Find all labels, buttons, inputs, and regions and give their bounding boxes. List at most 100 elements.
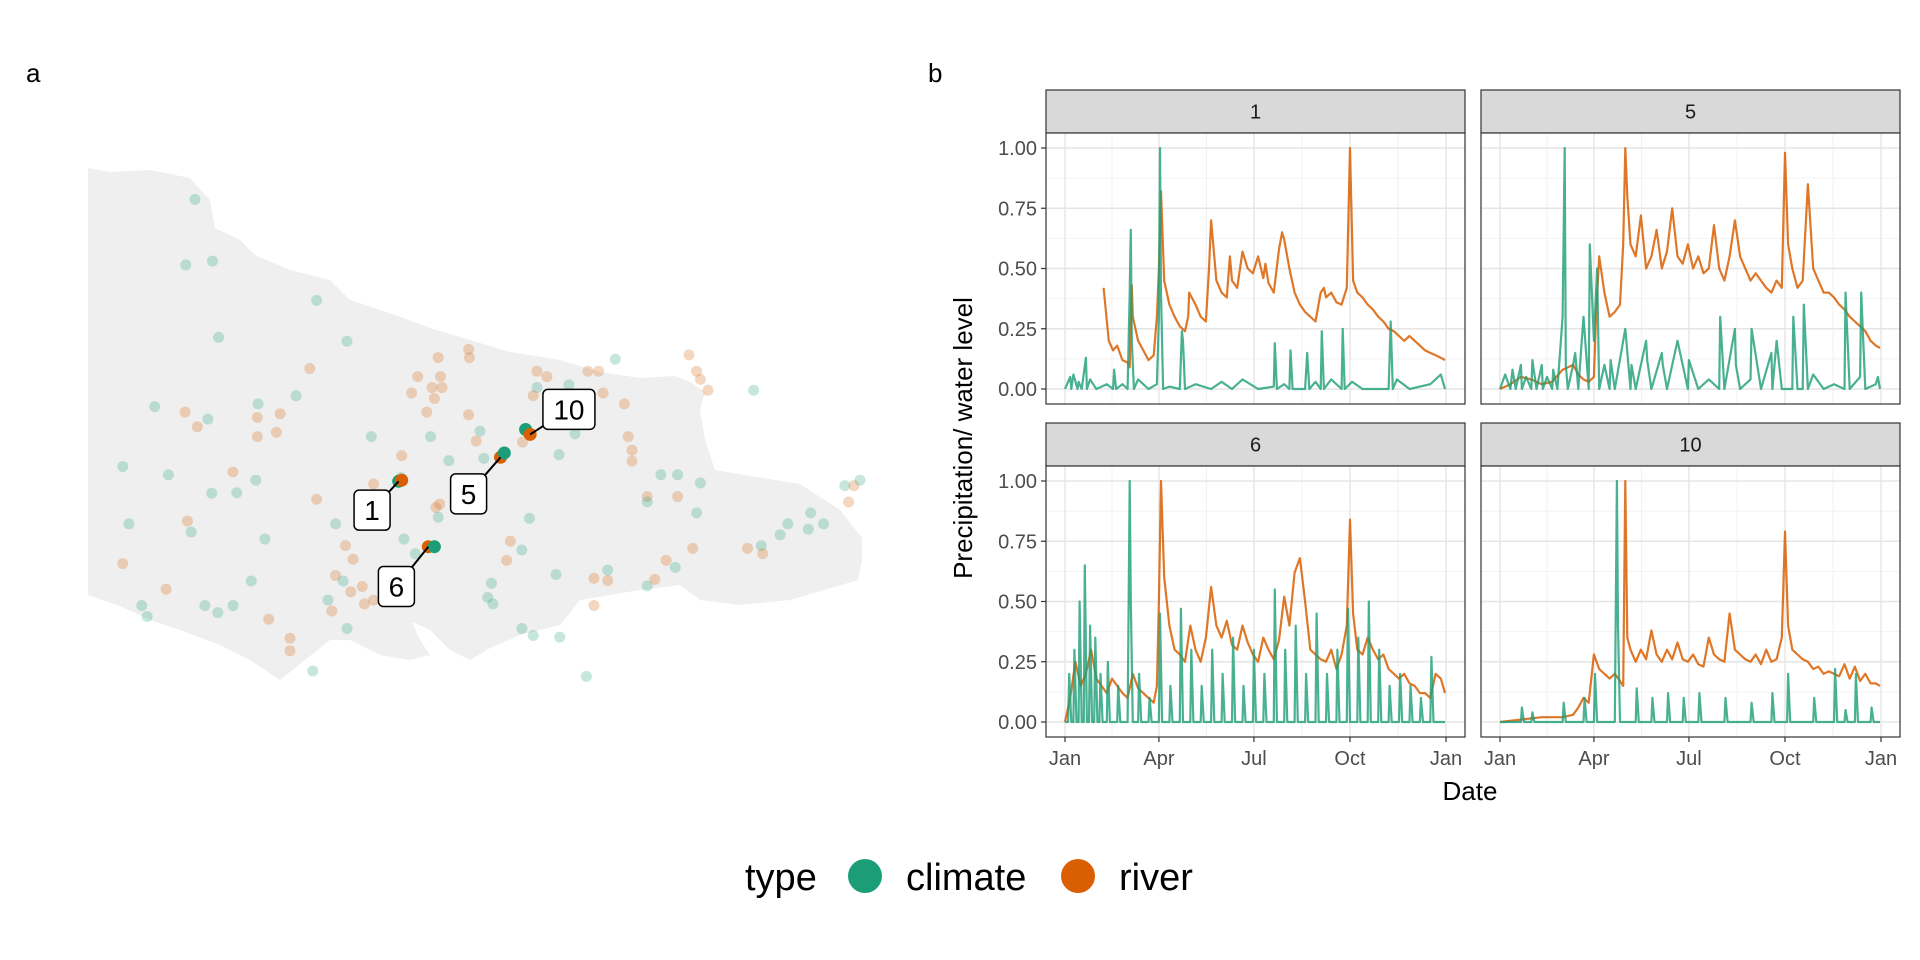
station-point-climate [554, 631, 566, 643]
facet-border [1480, 465, 1901, 738]
facet-5: 5 [1480, 89, 1901, 405]
station-point-river [117, 558, 129, 570]
callout-box-10 [542, 388, 596, 431]
facet-border [1480, 132, 1901, 405]
highlighted-station-6-climate [427, 540, 441, 554]
station-point-climate [337, 575, 349, 587]
facet-strip-label: 5 [1685, 102, 1696, 124]
x-tick-label: Apr [1578, 748, 1609, 770]
station-point-river [694, 373, 706, 385]
station-point-river [588, 600, 600, 612]
station-point-river [311, 493, 323, 505]
station-point-climate [206, 255, 218, 267]
station-point-river [430, 501, 442, 513]
station-point-river [263, 613, 275, 625]
legend-label-river: river [1119, 857, 1193, 899]
station-point-climate [290, 390, 302, 402]
station-point-climate [149, 401, 161, 413]
station-point-climate [213, 331, 225, 343]
y-tick-label: 0.25 [998, 652, 1037, 674]
station-point-climate [691, 507, 703, 519]
station-point-climate [478, 452, 490, 464]
station-point-climate [322, 594, 334, 606]
station-point-river [434, 371, 446, 383]
station-point-climate [802, 523, 814, 535]
station-point-river [326, 605, 338, 617]
station-point-river [691, 365, 703, 377]
facet-panel: 10.000.250.500.751.00560.000.250.500.751… [998, 89, 1901, 770]
callout-label-1: 1 [364, 495, 380, 526]
station-point-river [160, 583, 172, 595]
station-point-river [251, 431, 263, 443]
highlighted-station-5-climate [497, 446, 511, 460]
station-point-river [687, 542, 699, 554]
y-tick-label: 0.75 [998, 531, 1037, 553]
station-point-climate [694, 477, 706, 489]
station-point-river [626, 444, 638, 456]
station-point-climate [641, 580, 653, 592]
facet-6: 6 0.00 0.25 0.50 0.75 1.00 Jan Apr Jul Oct Jan [998, 422, 1466, 770]
y-axis-title: Precipitation/ water level [948, 297, 978, 579]
facet-strip-1 [1045, 89, 1466, 134]
panel-letter-b: b [928, 58, 942, 88]
station-point-river [517, 436, 529, 448]
state-outline [88, 168, 862, 680]
series-line-river [1102, 146, 1446, 369]
x-tick-label: Apr [1143, 748, 1174, 770]
station-point-river [626, 455, 638, 467]
station-point-climate [805, 507, 817, 519]
station-point-river [618, 398, 630, 410]
y-tick-label: 0.00 [998, 379, 1037, 401]
gridlines [1046, 466, 1465, 737]
facet-strip-label: 6 [1250, 435, 1261, 457]
station-point-river [426, 382, 438, 394]
gridlines [1481, 133, 1900, 404]
station-point-river [660, 554, 672, 566]
station-point-climate [569, 428, 581, 440]
gridlines [1046, 133, 1465, 404]
station-point-river [434, 498, 446, 510]
facet-strip-label: 10 [1679, 435, 1701, 457]
station-point-climate [482, 591, 494, 603]
station-point-river [251, 412, 263, 424]
station-point-climate [563, 379, 575, 391]
station-point-river [432, 352, 444, 364]
highlighted-station-1-river [395, 473, 409, 487]
station-point-river [368, 478, 380, 490]
station-point-river [345, 586, 357, 598]
callout-label-5: 5 [461, 479, 477, 510]
station-point-climate [782, 518, 794, 530]
y-tick-label: 1.00 [998, 138, 1037, 160]
station-point-climate [748, 384, 760, 396]
station-point-climate [839, 480, 851, 492]
series-line-climate [1065, 479, 1445, 724]
station-point-climate [523, 512, 535, 524]
station-point-climate [818, 518, 830, 530]
x-tick-label: Oct [1334, 748, 1366, 770]
x-tick-label: Jan [1484, 748, 1516, 770]
station-point-climate [185, 526, 197, 538]
station-point-river [742, 542, 754, 554]
legend-label-climate: climate [906, 857, 1026, 899]
station-point-climate [602, 564, 614, 576]
station-point-river [683, 349, 695, 361]
callout-box-1 [353, 489, 391, 531]
series-line-river [1499, 146, 1881, 390]
station-point-climate [516, 622, 528, 634]
facet-strip-label: 1 [1250, 102, 1261, 124]
station-point-river [358, 598, 370, 610]
y-tick-label: 0.50 [998, 592, 1037, 614]
station-point-climate [443, 455, 455, 467]
station-point-river [582, 365, 594, 377]
station-point-climate [341, 622, 353, 634]
legend-title: type [745, 857, 817, 899]
station-point-river [181, 515, 193, 527]
station-point-river [702, 384, 714, 396]
station-point-river [501, 554, 513, 566]
series-line-climate [1500, 479, 1880, 724]
station-point-climate [409, 548, 421, 560]
x-tick-label: Jan [1865, 748, 1897, 770]
station-point-climate [206, 487, 218, 499]
station-point-river [406, 387, 418, 399]
station-point-climate [311, 294, 323, 306]
